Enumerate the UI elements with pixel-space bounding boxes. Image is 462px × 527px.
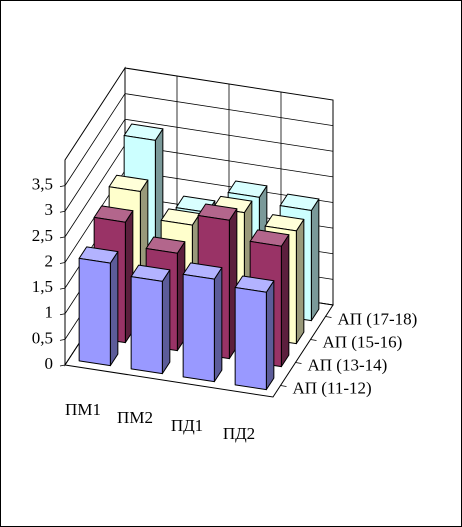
bar-front [234,286,267,391]
bar [234,275,275,391]
bar-side [161,269,171,375]
y-tick-label: 3 [45,200,54,219]
x-tick-label: ПМ2 [117,408,153,427]
y-tick [59,236,66,239]
bar-front [182,273,215,383]
y-tick [59,313,66,316]
bar-side [310,198,320,322]
y-tick-label: 0,5 [32,328,53,347]
y-tick-label: 3,5 [32,175,53,194]
y-tick [59,262,66,264]
bar [78,246,119,367]
y-tick [59,185,66,188]
y-tick-label: 2 [45,251,54,270]
x-tick-label: ПД2 [223,424,255,443]
depth-tick [280,385,287,387]
y-tick [59,364,66,367]
x-tick-label: ПД1 [171,416,203,435]
y-tick-label: 2,5 [32,226,53,245]
depth-tick [325,316,332,318]
y-tick [59,210,66,213]
y-tick [59,338,66,341]
y-tick [59,287,66,290]
series-label: АП (13-14) [308,355,388,374]
depth-tick [295,362,302,364]
series-label: АП (17-18) [338,309,418,328]
grid-line [64,118,334,212]
bar-front [130,276,163,375]
y-tick-label: 1 [45,303,54,322]
bar-front [78,257,111,367]
y-tick-label: 1,5 [32,277,53,296]
bar [130,264,171,375]
y-tick-label: 0 [45,354,54,373]
depth-tick [310,339,317,341]
bar-side [109,251,119,367]
bar [182,262,223,383]
bar-side [295,218,305,345]
bar-side [213,267,223,383]
grid-line [64,93,334,186]
series-label: АП (11-12) [293,378,372,397]
bar-side [280,234,290,368]
bar-side [265,280,275,391]
series-label: АП (15-16) [323,332,403,351]
x-tick-label: ПМ1 [65,400,101,419]
